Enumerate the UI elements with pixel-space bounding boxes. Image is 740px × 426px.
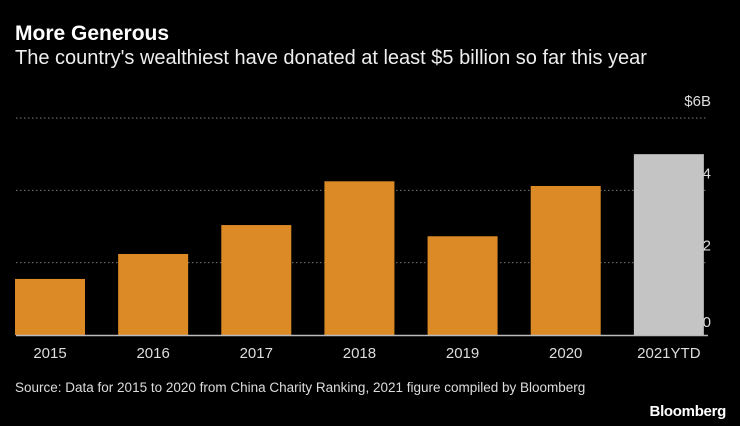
bar-2019 bbox=[427, 236, 498, 335]
y-tick-label: 2 bbox=[703, 238, 711, 255]
chart-subtitle: The country's wealthiest have donated at… bbox=[15, 47, 647, 69]
x-tick-label: 2021YTD bbox=[637, 345, 701, 362]
y-tick-label: $6B bbox=[684, 93, 711, 110]
y-tick-label: 0 bbox=[703, 314, 711, 331]
x-tick-label: 2019 bbox=[446, 345, 479, 362]
x-tick-label: 2017 bbox=[240, 345, 273, 362]
bar-2018 bbox=[324, 181, 395, 335]
chart-title: More Generous bbox=[15, 22, 170, 45]
bar-2016 bbox=[118, 253, 189, 335]
bar-2021YTD bbox=[633, 154, 704, 335]
x-tick-label: 2015 bbox=[33, 345, 66, 362]
bar-2020 bbox=[530, 185, 601, 335]
y-tick-label: 4 bbox=[703, 165, 711, 182]
x-tick-label: 2016 bbox=[136, 345, 169, 362]
source-note: Source: Data for 2015 to 2020 from China… bbox=[15, 380, 586, 395]
x-tick-label: 2020 bbox=[549, 345, 582, 362]
bloomberg-logo: Bloomberg bbox=[649, 403, 727, 420]
bar-2017 bbox=[221, 225, 292, 335]
bar-2015 bbox=[15, 278, 85, 335]
x-tick-label: 2018 bbox=[343, 345, 376, 362]
